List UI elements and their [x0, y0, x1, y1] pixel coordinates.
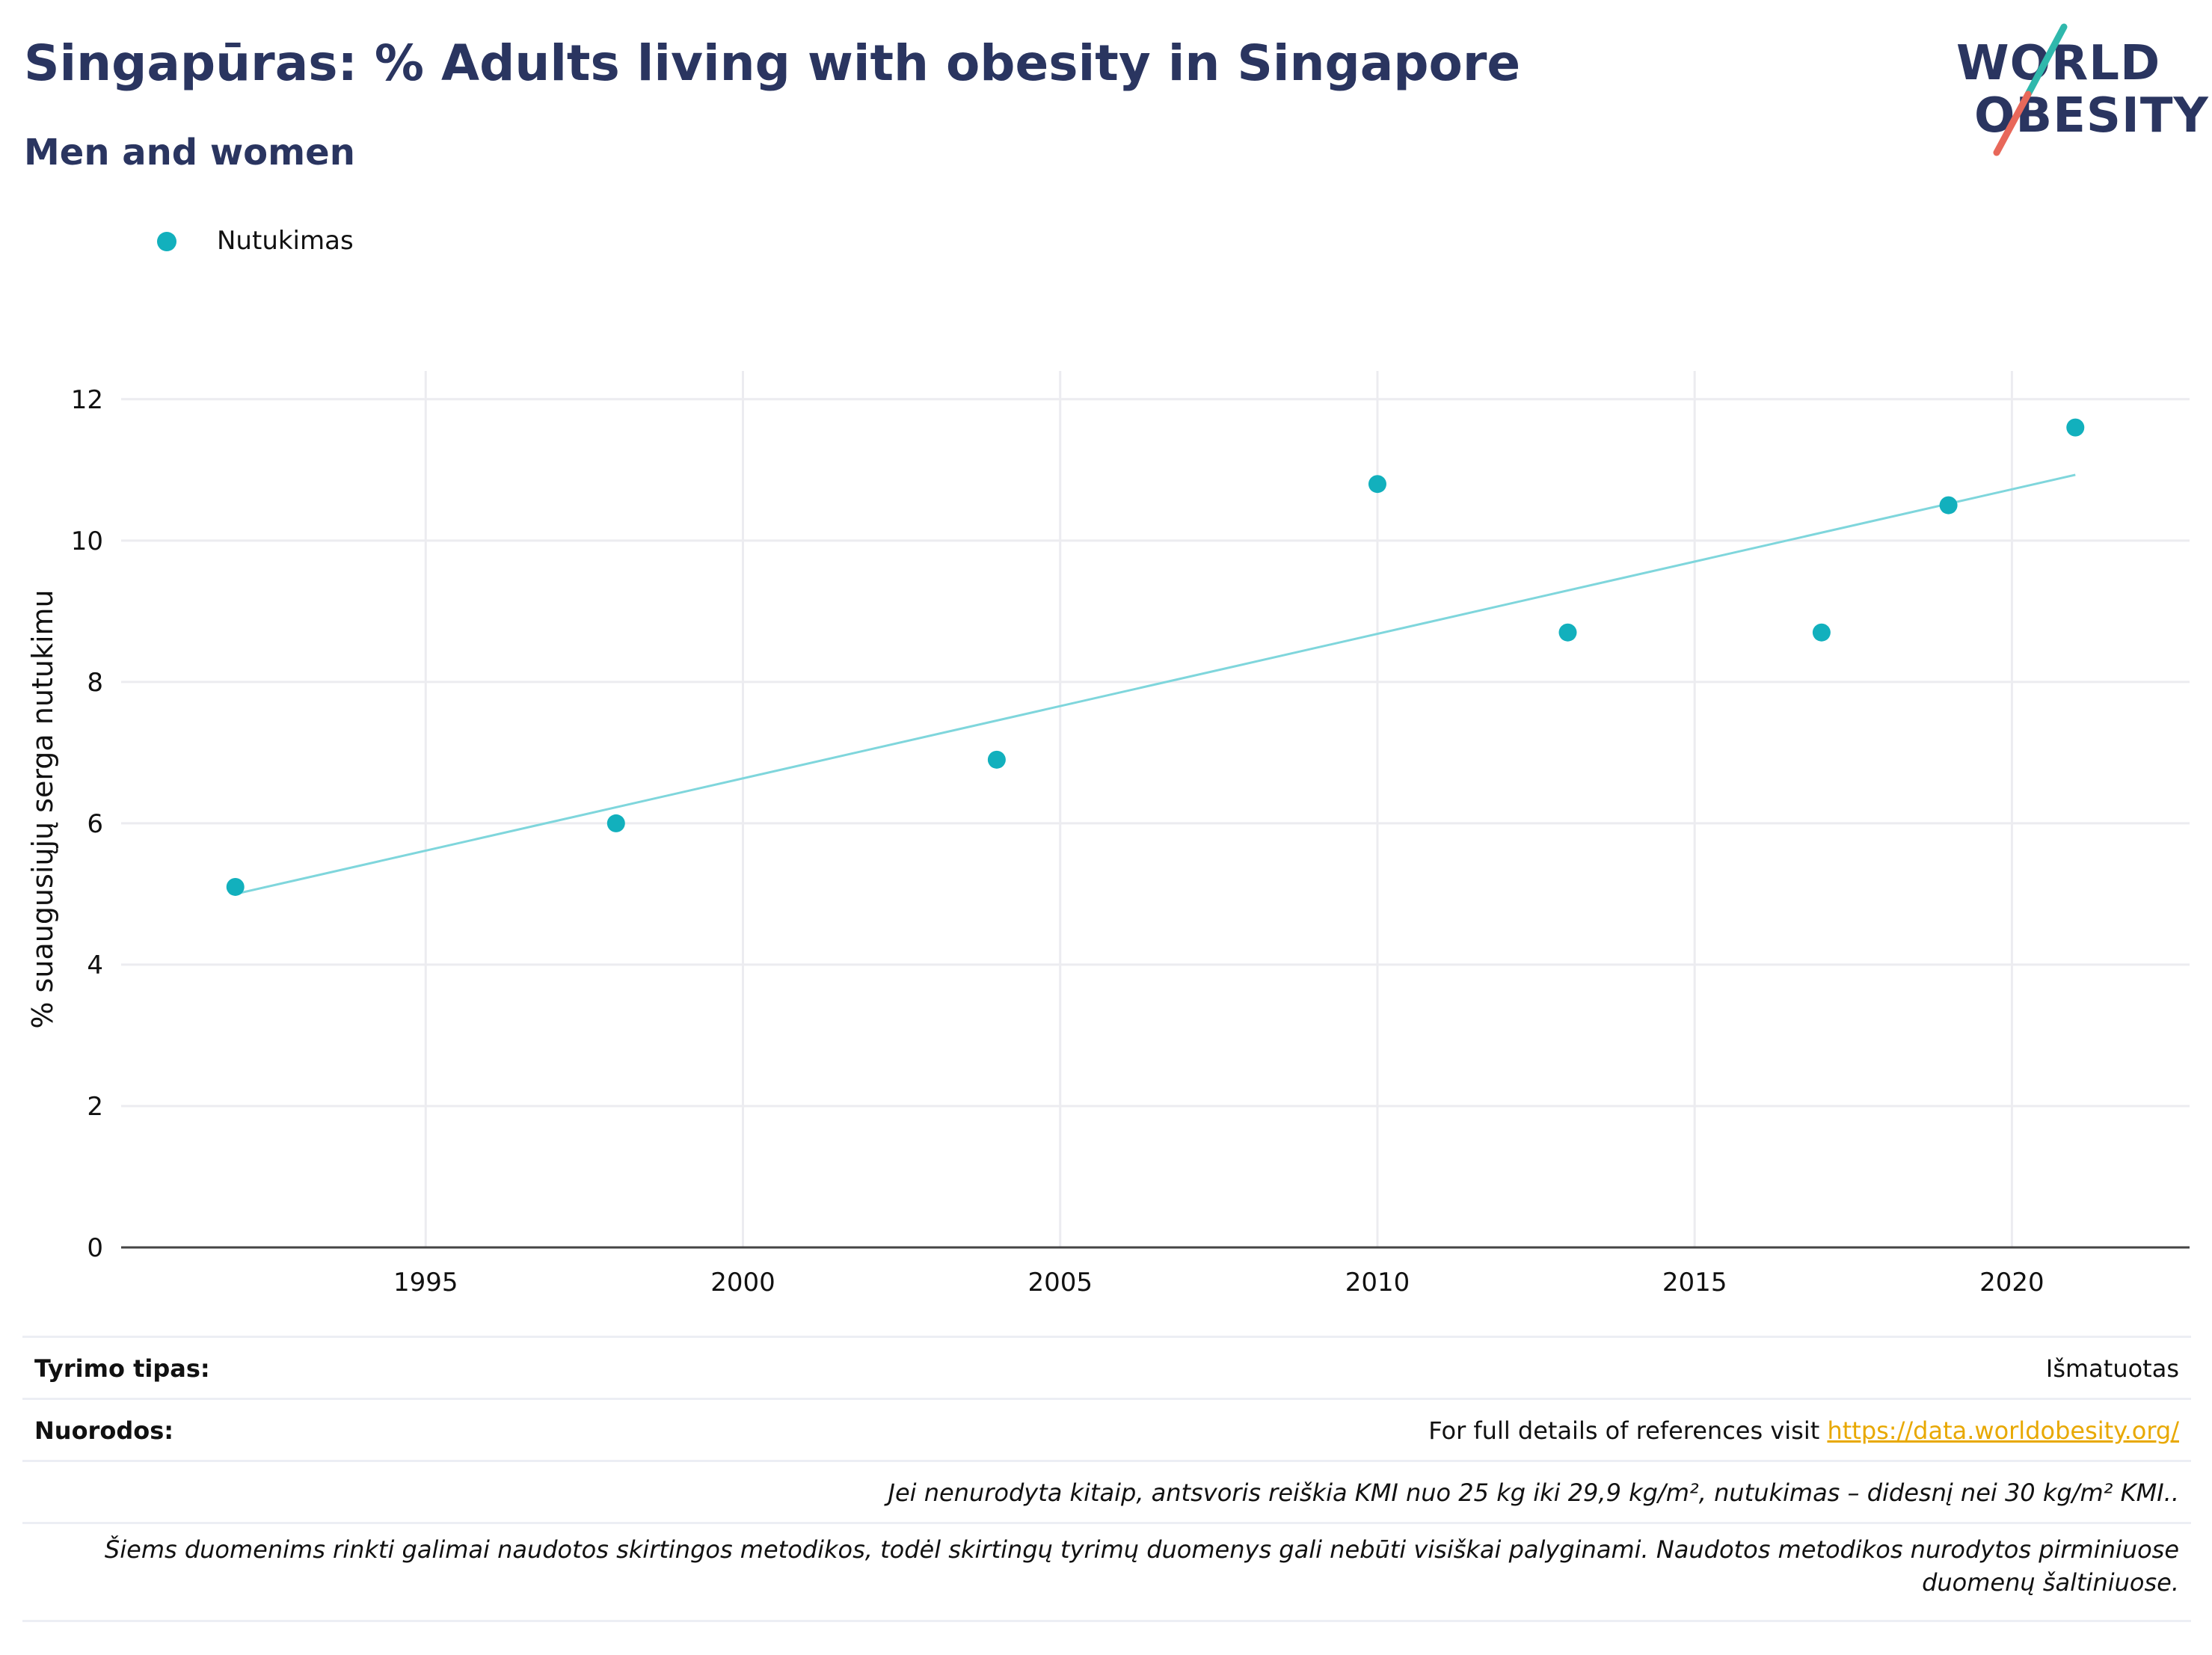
y-tick-label: 0: [87, 1233, 103, 1263]
y-tick-label: 8: [87, 668, 103, 698]
y-tick-label: 6: [87, 809, 103, 839]
grid-lines: [121, 371, 2190, 1247]
tick-labels: 0 2 4 6 8 10 12 1995 2000 2005 2010 2015 2020 % suaug…: [26, 385, 2044, 1298]
references-text: For full details of references visit: [1428, 1416, 1828, 1445]
references-value: For full details of references visit htt…: [1428, 1416, 2179, 1445]
methodology-note: Šiems duomenims rinkti galimai naudotos …: [104, 1535, 2179, 1597]
y-tick-label: 12: [71, 385, 103, 415]
data-point: [2066, 418, 2085, 437]
references-row: Nuorodos: For full details of references…: [22, 1398, 2191, 1460]
info-table: Tyrimo tipas: Išmatuotas Nuorodos: For f…: [22, 1336, 2191, 1622]
y-tick-label: 4: [87, 951, 103, 980]
x-tick-label: 1995: [393, 1268, 458, 1298]
references-label: Nuorodos:: [34, 1416, 174, 1445]
data-point: [987, 750, 1006, 769]
y-tick-label: 10: [71, 526, 103, 556]
data-point: [1558, 623, 1577, 642]
x-tick-label: 2000: [710, 1268, 775, 1298]
logo-slash-icon: [1993, 23, 2068, 156]
x-tick-label: 2005: [1027, 1268, 1093, 1298]
trend-line: [235, 473, 2076, 895]
data-point: [1812, 623, 1831, 642]
data-point: [606, 814, 625, 832]
study-type-label: Tyrimo tipas:: [34, 1354, 210, 1383]
references-link[interactable]: https://data.worldobesity.org/: [1827, 1416, 2179, 1445]
chart-subtitle: Men and women: [24, 132, 355, 174]
y-axis-label: % suaugusiųjų serga nutukimu: [26, 589, 59, 1028]
data-point: [226, 877, 245, 896]
x-tick-label: 2015: [1662, 1268, 1727, 1298]
note-row-2: Šiems duomenims rinkti galimai naudotos …: [22, 1522, 2191, 1622]
definition-note: Jei nenurodyta kitaip, antsvoris reiškia…: [888, 1479, 2180, 1507]
x-tick-label: 2020: [1979, 1268, 2044, 1298]
study-type-row: Tyrimo tipas: Išmatuotas: [22, 1336, 2191, 1398]
world-obesity-logo[interactable]: WORLD OBESITY: [1944, 21, 2208, 163]
study-type-value: Išmatuotas: [2045, 1354, 2179, 1383]
data-point: [1939, 496, 1958, 515]
chart-title: Singapūras: % Adults living with obesity…: [24, 34, 1521, 92]
y-tick-label: 2: [87, 1092, 103, 1122]
data-points: [226, 418, 2085, 896]
legend-marker: [157, 232, 176, 251]
scatter-chart: 0 2 4 6 8 10 12 1995 2000 2005 2010 2015 2020 % suaug…: [26, 371, 2190, 1298]
trend-line-group: [235, 473, 2076, 895]
note-row-1: Jei nenurodyta kitaip, antsvoris reiškia…: [22, 1460, 2191, 1522]
legend-label: Nutukimas: [217, 226, 354, 256]
x-tick-label: 2010: [1345, 1268, 1410, 1298]
data-point: [1368, 475, 1386, 494]
